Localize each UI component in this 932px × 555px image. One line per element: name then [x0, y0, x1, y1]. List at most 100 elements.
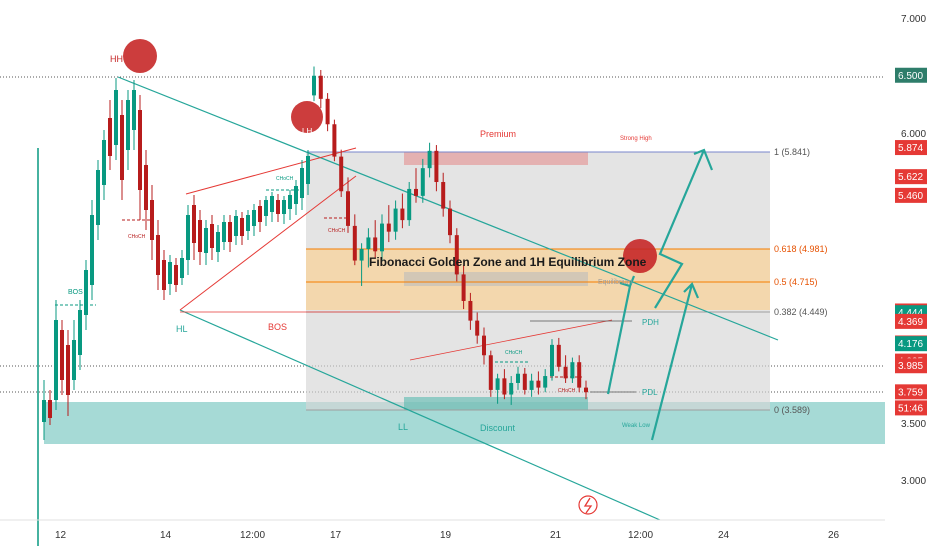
- arrow-head-1: [619, 275, 636, 288]
- hl-label: HL: [176, 324, 188, 334]
- x-tick-17: 17: [330, 530, 342, 541]
- y-tick-3000: 3.000: [901, 476, 926, 487]
- lightning-icon[interactable]: [578, 495, 598, 515]
- choch-label-4: CHoCH: [505, 350, 523, 356]
- price-badge-0: 6.500: [895, 67, 927, 83]
- candle-body: [427, 150, 432, 169]
- bos-mid-label: BOS: [268, 322, 287, 332]
- arrow-zigzag: [654, 149, 706, 309]
- price-badge-bg: [895, 400, 927, 416]
- price-badge-11: 3.759: [895, 384, 927, 400]
- candle-body: [543, 376, 548, 388]
- channel-lower-line: [179, 309, 661, 521]
- choch-label-3: CHoCH: [328, 228, 346, 234]
- arrow-up-1: [606, 285, 632, 395]
- fib-label-0382: 0.382 (4.449): [774, 307, 828, 317]
- choch-label-5: CHoCH: [558, 388, 576, 394]
- candle-body: [556, 344, 561, 367]
- x-tick-12: 12: [55, 530, 67, 541]
- y-tick-6000: 6.000: [901, 129, 926, 140]
- candle-body: [339, 156, 344, 192]
- x-tick-21: 21: [550, 530, 562, 541]
- price-badge-10: 3.985: [895, 358, 927, 374]
- candle-body: [454, 235, 459, 275]
- candle-body: [400, 208, 405, 221]
- x-tick-24: 24: [718, 530, 730, 541]
- lightning-bolt-glyph: [583, 497, 593, 514]
- channel-upper-line: [117, 76, 779, 341]
- candle-body: [577, 362, 582, 388]
- wedge-upper-line: [185, 147, 357, 195]
- candle-body: [468, 300, 473, 321]
- time-axis[interactable]: 12 14 12:00 17 19 21 12:00 24 26: [55, 530, 840, 541]
- candle-body: [482, 335, 486, 356]
- candle-body: [448, 208, 452, 236]
- fib-label-0618: 0.618 (4.981): [774, 244, 828, 254]
- candle-body: [509, 382, 514, 395]
- candle-body: [536, 380, 541, 388]
- candle-body: [352, 225, 357, 261]
- candle-body: [386, 223, 391, 232]
- x-tick-19: 19: [440, 530, 452, 541]
- candle-body: [461, 274, 466, 301]
- ll-label: LL: [398, 422, 408, 432]
- price-badge-bg: [895, 336, 927, 352]
- y-tick-3500: 3.500: [901, 419, 926, 430]
- candle-body: [488, 355, 493, 390]
- price-badge-text: 5.622: [898, 172, 923, 183]
- lh-label: LH: [302, 127, 312, 136]
- candle-body: [366, 237, 371, 249]
- candle-body: [373, 237, 378, 252]
- candle-body: [441, 182, 446, 209]
- arrow-up-2: [650, 283, 694, 441]
- price-axis[interactable]: [885, 0, 932, 520]
- bos-top-label: BOS: [68, 289, 83, 296]
- price-badge-text: 51:46: [898, 403, 923, 414]
- price-badge-8: 4.176: [895, 336, 927, 352]
- x-tick-1200-a: 12:00: [240, 530, 265, 541]
- fib-label-05: 0.5 (4.715): [774, 277, 818, 287]
- candle-body: [380, 223, 384, 252]
- candle-body: [516, 373, 520, 383]
- y-tick-7000: 7.000: [901, 14, 926, 25]
- price-badge-12: 51:46: [895, 400, 927, 416]
- hh-marker: [123, 39, 157, 73]
- arrow-head-2: [693, 148, 714, 171]
- candles: [312, 66, 588, 405]
- price-badge-bg: [895, 169, 927, 185]
- premium-zone: [404, 152, 588, 165]
- lh-marker: [291, 101, 323, 133]
- wedge-lower-line: [179, 175, 357, 311]
- choch-label-2: CHoCH: [276, 176, 294, 182]
- x-tick-1200-b: 12:00: [628, 530, 653, 541]
- candle-body: [502, 378, 507, 395]
- x-tick-26: 26: [828, 530, 840, 541]
- price-badge-bg: [895, 187, 927, 203]
- candle-body: [318, 75, 323, 99]
- candle-body: [522, 373, 527, 390]
- candle-body: [563, 366, 568, 379]
- candle-body: [475, 320, 480, 336]
- price-badge-3: 5.460: [895, 187, 927, 203]
- early-candles: [42, 78, 310, 440]
- range-high-trendline: [409, 319, 613, 361]
- candle-body: [434, 150, 439, 183]
- price-badge-text: 5.874: [898, 143, 923, 154]
- fib-label-0: 0 (3.589): [774, 405, 810, 415]
- price-badges: 6.5005.8745.6225.4604.4594.4444.3694.182…: [895, 67, 927, 416]
- arrow-head-3: [683, 282, 700, 299]
- equilibrium-label: Equilibrium: [598, 279, 633, 286]
- candle-body: [529, 380, 534, 390]
- price-badge-text: 3.759: [898, 387, 923, 398]
- pdh-label: PDH: [642, 318, 659, 327]
- chart-title: Fibonacci Golden Zone and 1H Equilibrium…: [369, 255, 647, 269]
- hh-label: HH: [110, 54, 123, 64]
- price-badge-text: 4.176: [898, 339, 923, 350]
- price-badge-6: 4.369: [895, 313, 927, 329]
- candle-body: [495, 378, 500, 390]
- candle-body: [332, 124, 337, 157]
- candle-body: [414, 188, 418, 196]
- candle-body: [584, 387, 588, 393]
